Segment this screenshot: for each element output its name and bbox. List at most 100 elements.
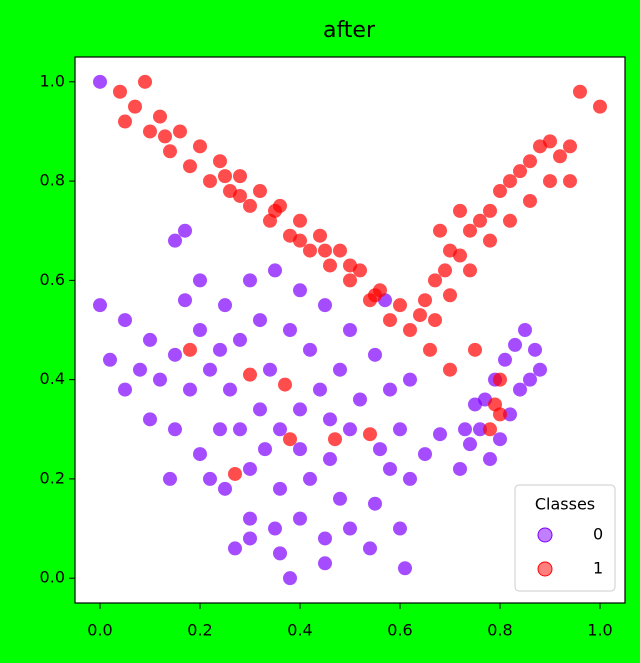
point xyxy=(523,193,537,208)
point xyxy=(473,213,487,228)
point xyxy=(193,323,207,337)
legend-marker xyxy=(537,561,553,577)
point xyxy=(453,248,467,263)
point xyxy=(178,293,192,308)
point xyxy=(428,313,442,328)
point xyxy=(223,382,237,397)
point xyxy=(233,169,247,184)
point xyxy=(143,412,157,427)
point xyxy=(203,471,217,486)
point xyxy=(393,521,407,536)
point xyxy=(313,228,327,243)
point xyxy=(293,233,307,248)
point xyxy=(383,313,397,328)
y-tick-label: 0.4 xyxy=(40,369,65,388)
point xyxy=(438,263,452,278)
point xyxy=(468,397,482,412)
point xyxy=(218,481,232,496)
point xyxy=(318,556,332,571)
point xyxy=(283,323,297,337)
point xyxy=(168,233,182,248)
point xyxy=(143,124,157,139)
legend-marker xyxy=(537,527,553,543)
legend-label: 1 xyxy=(593,559,603,578)
point xyxy=(433,427,447,442)
point xyxy=(403,372,417,387)
point xyxy=(403,471,417,486)
point xyxy=(173,124,187,139)
point xyxy=(178,223,192,238)
point xyxy=(368,288,382,303)
point xyxy=(168,347,182,362)
point xyxy=(493,432,507,447)
point xyxy=(158,129,172,144)
point xyxy=(228,541,242,556)
point xyxy=(183,159,197,174)
point xyxy=(318,243,332,258)
point xyxy=(93,74,107,89)
point xyxy=(463,223,477,238)
point xyxy=(498,352,512,367)
point xyxy=(228,466,242,481)
point xyxy=(243,461,257,476)
point xyxy=(463,263,477,278)
point xyxy=(503,213,517,228)
point xyxy=(293,213,307,228)
point xyxy=(143,332,157,347)
x-tick-label: 0.4 xyxy=(287,621,312,640)
point xyxy=(203,362,217,377)
point xyxy=(283,571,297,586)
point xyxy=(243,273,257,288)
point xyxy=(433,223,447,238)
point xyxy=(508,337,522,352)
point xyxy=(183,342,197,357)
point xyxy=(313,382,327,397)
point xyxy=(328,432,342,447)
point xyxy=(193,447,207,462)
point xyxy=(368,347,382,362)
point xyxy=(303,471,317,486)
point xyxy=(233,332,247,347)
y-tick-label: 0.6 xyxy=(40,270,65,289)
point xyxy=(268,203,282,218)
point xyxy=(403,323,417,337)
point xyxy=(268,521,282,536)
point xyxy=(213,342,227,357)
point xyxy=(453,461,467,476)
point xyxy=(138,74,152,89)
point xyxy=(343,273,357,288)
point xyxy=(343,422,357,437)
point xyxy=(243,198,257,213)
point xyxy=(428,273,442,288)
point xyxy=(383,382,397,397)
legend-title: Classes xyxy=(535,495,595,514)
point xyxy=(398,561,412,576)
point xyxy=(218,169,232,184)
point xyxy=(488,397,502,412)
point xyxy=(423,342,437,357)
point xyxy=(393,298,407,313)
point xyxy=(293,511,307,526)
point xyxy=(503,174,517,189)
point xyxy=(483,233,497,248)
point xyxy=(483,452,497,467)
point xyxy=(153,372,167,387)
point xyxy=(513,382,527,397)
y-tick-label: 0.2 xyxy=(40,468,65,487)
point xyxy=(443,362,457,377)
point xyxy=(183,382,197,397)
point xyxy=(293,402,307,417)
point xyxy=(233,188,247,203)
point xyxy=(543,134,557,149)
point xyxy=(163,471,177,486)
point xyxy=(168,422,182,437)
x-tick-label: 0.0 xyxy=(87,621,112,640)
point xyxy=(533,362,547,377)
point xyxy=(418,447,432,462)
point xyxy=(113,84,127,99)
y-tick-label: 0.8 xyxy=(40,171,65,190)
point xyxy=(323,412,337,427)
point xyxy=(133,362,147,377)
x-tick-label: 1.0 xyxy=(587,621,612,640)
